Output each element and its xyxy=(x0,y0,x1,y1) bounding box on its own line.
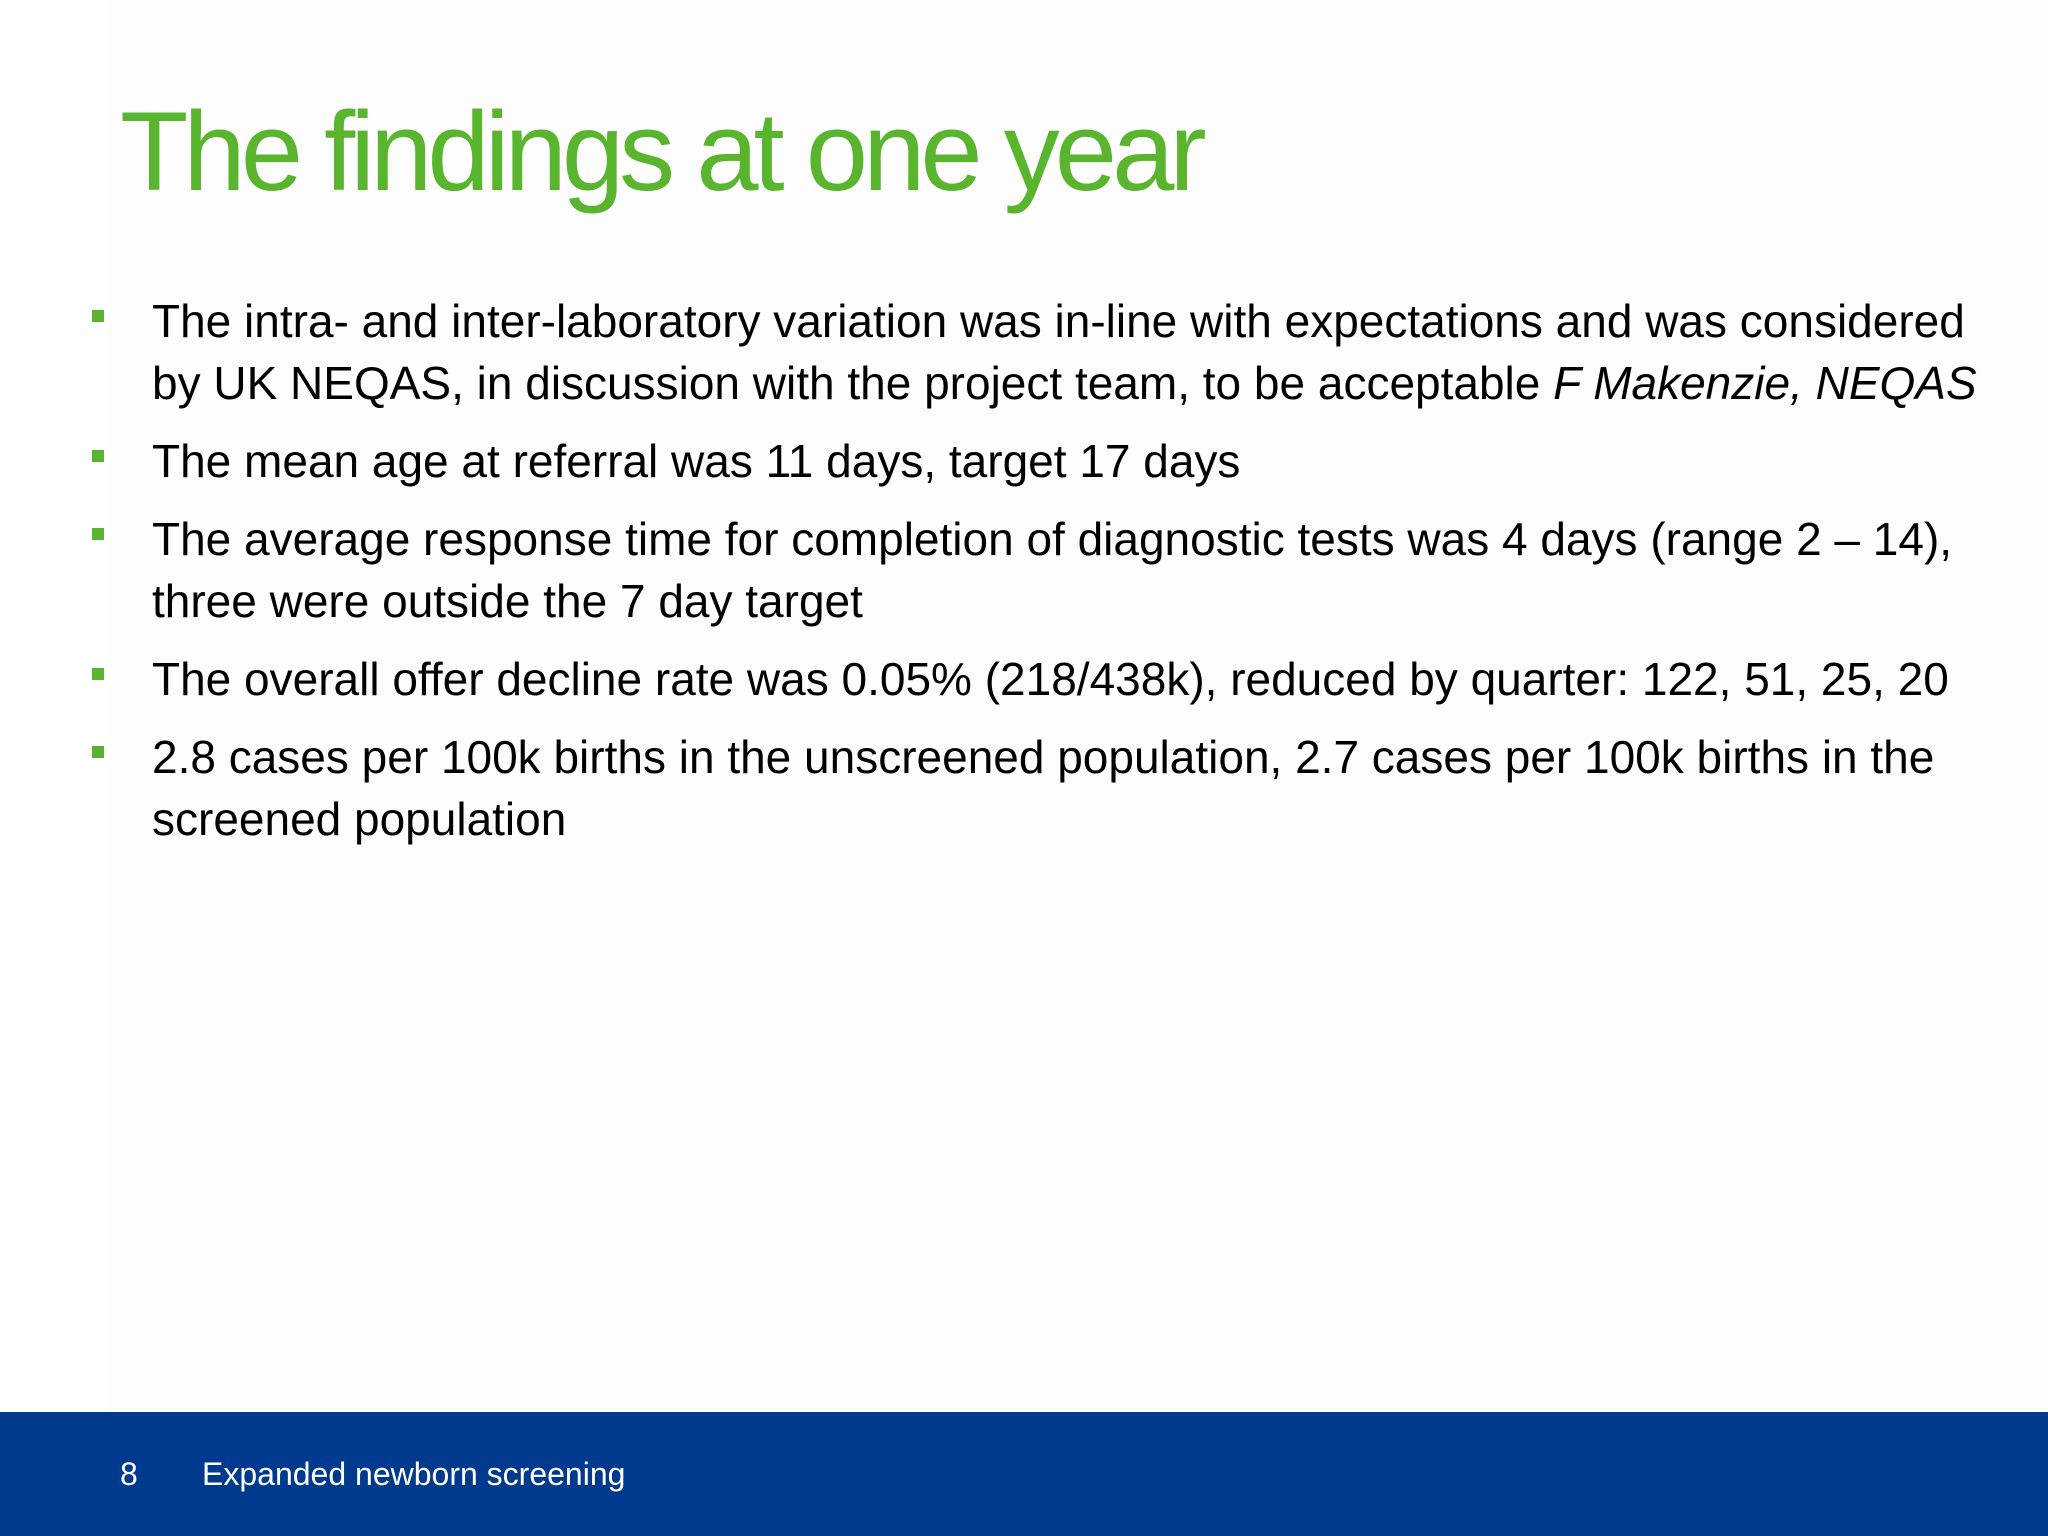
bullet-attribution: F Makenzie, NEQAS xyxy=(1553,357,1977,409)
bullet-item: The overall offer decline rate was 0.05%… xyxy=(90,648,1990,710)
bullet-text: The intra- and inter-laboratory variatio… xyxy=(152,295,1977,409)
footer-bar: 8 Expanded newborn screening xyxy=(0,1412,2048,1536)
square-bullet-icon xyxy=(92,746,104,758)
bullet-list: The intra- and inter-laboratory variatio… xyxy=(90,290,1990,866)
square-bullet-icon xyxy=(92,528,104,540)
square-bullet-icon xyxy=(92,668,104,680)
bullet-text: The mean age at referral was 11 days, ta… xyxy=(152,435,1241,487)
square-bullet-icon xyxy=(92,310,104,322)
content-area xyxy=(110,0,2048,1412)
bullet-text: The average response time for completion… xyxy=(152,513,1953,627)
slide-title: The findings at one year xyxy=(120,89,1207,214)
square-bullet-icon xyxy=(92,450,104,462)
bullet-text: 2.8 cases per 100k births in the unscree… xyxy=(152,731,1935,845)
bullet-item: The average response time for completion… xyxy=(90,508,1990,632)
bullet-item: The intra- and inter-laboratory variatio… xyxy=(90,290,1990,414)
bullet-item: The mean age at referral was 11 days, ta… xyxy=(90,430,1990,492)
bullet-item: 2.8 cases per 100k births in the unscree… xyxy=(90,726,1990,850)
bullet-text: The overall offer decline rate was 0.05%… xyxy=(152,653,1949,705)
page-number: 8 xyxy=(120,1456,138,1492)
footer-label: Expanded newborn screening xyxy=(202,1456,626,1492)
